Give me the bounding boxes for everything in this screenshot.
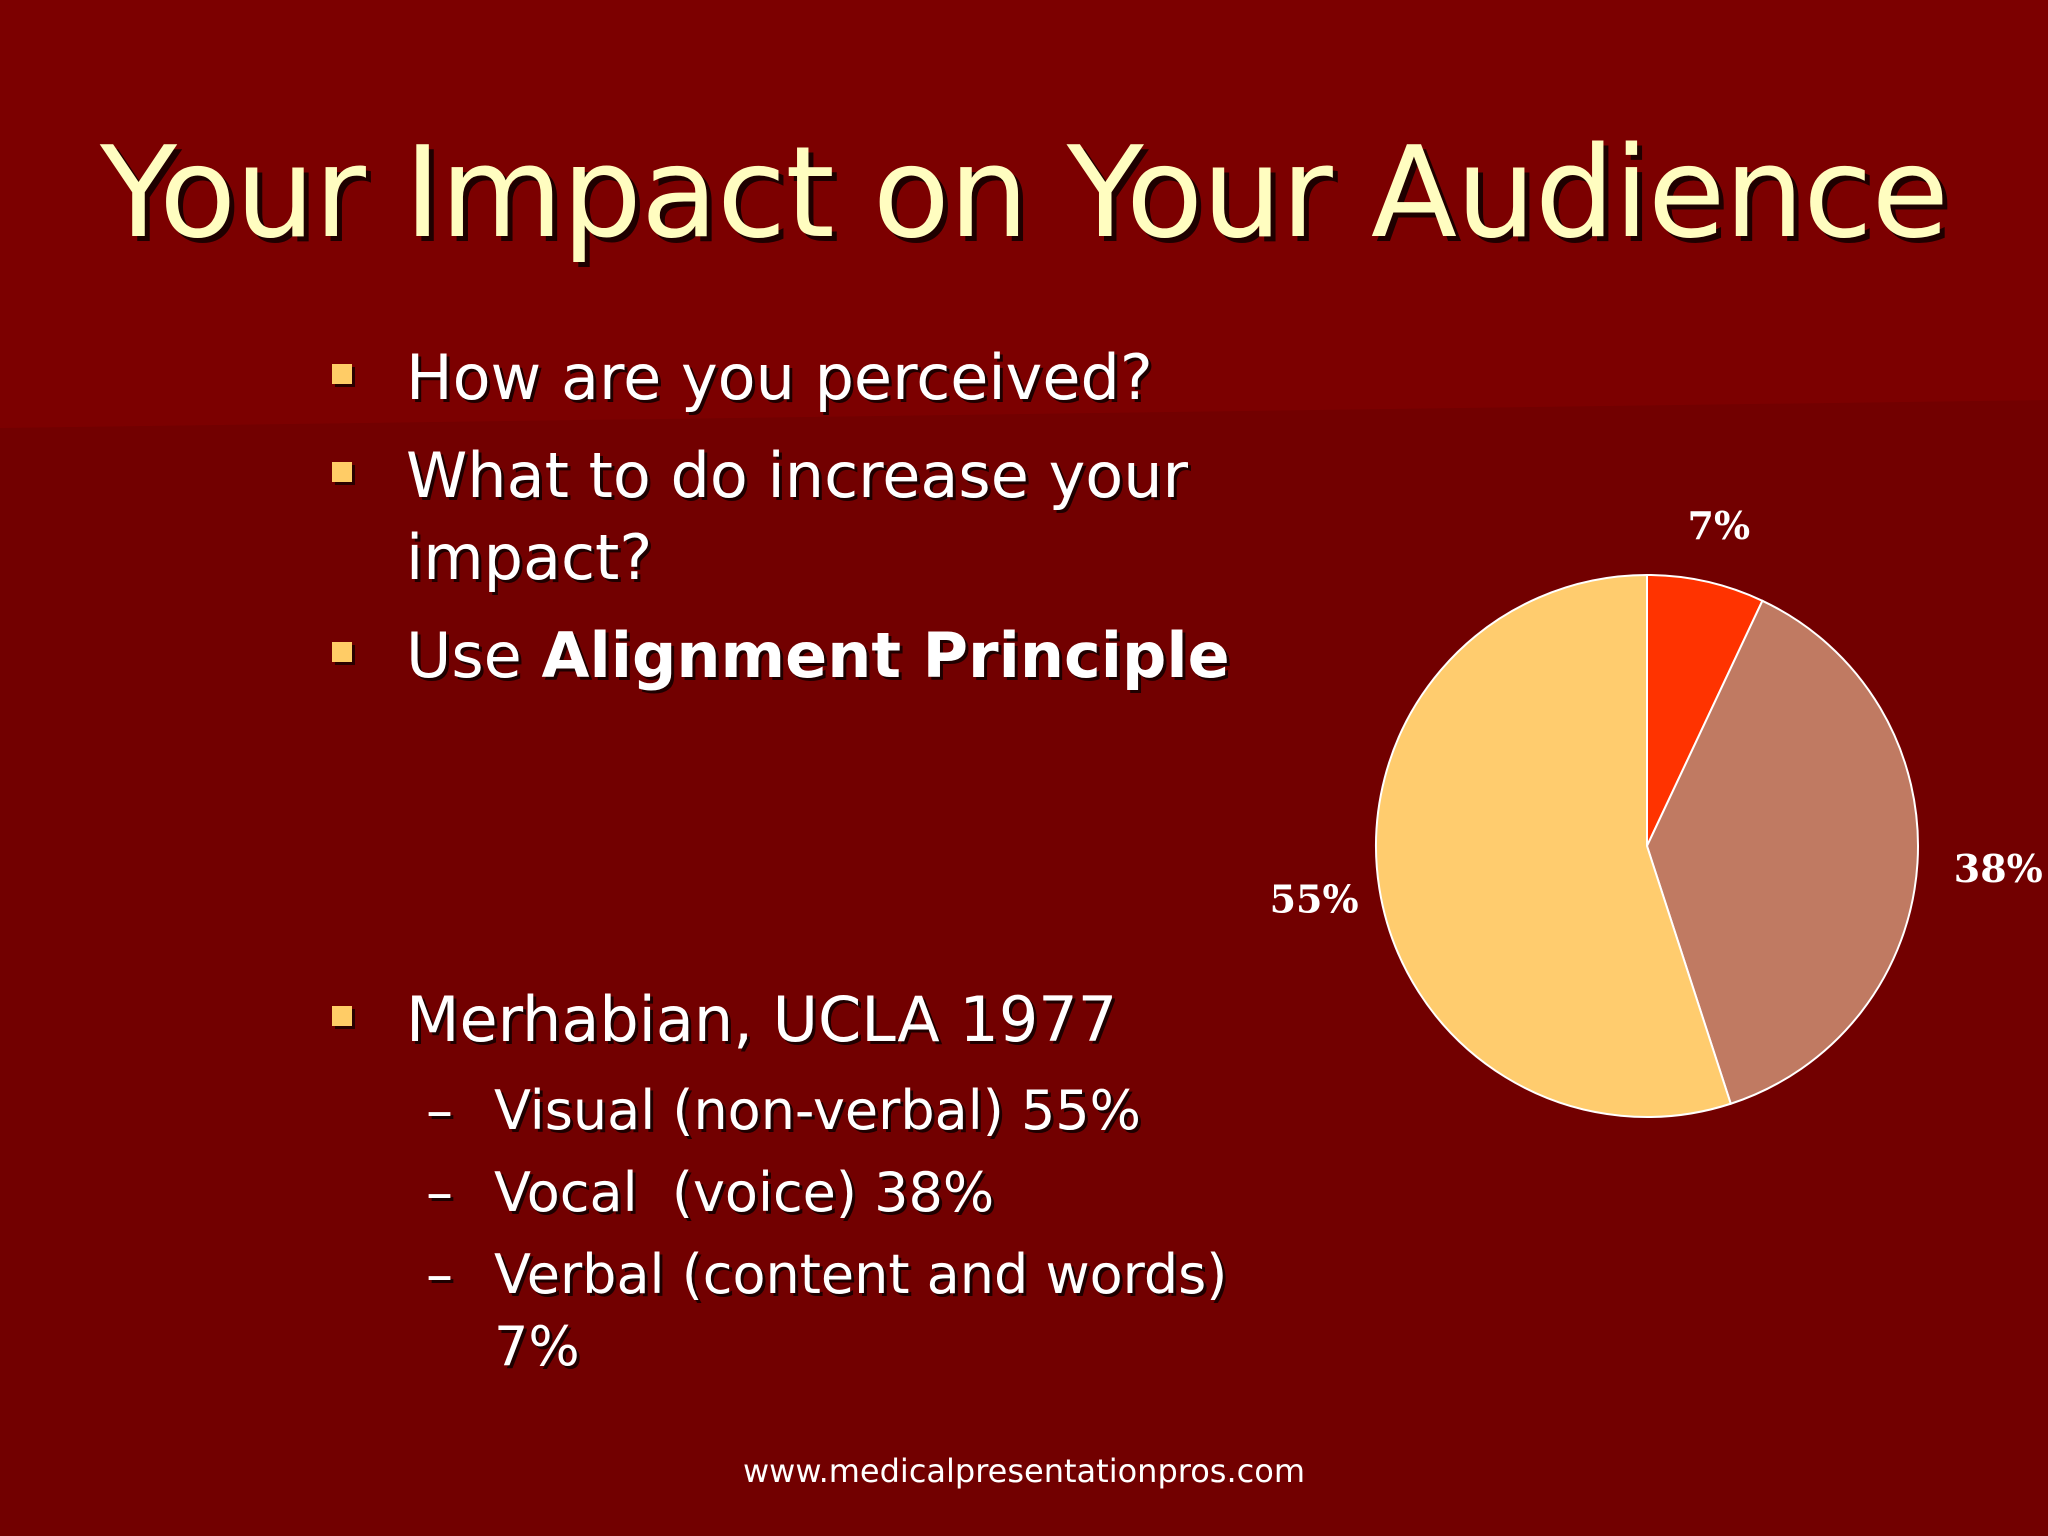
slide-title: Your Impact on Your Audience (99, 119, 1949, 266)
pie-label-7: 7% (1688, 503, 1751, 548)
pie-slice-55 (1375, 573, 1733, 1118)
bullet-alignment-prefix: Use (406, 619, 542, 692)
sub-bullet-verbal-line1: Verbal (content and words) (494, 1243, 1228, 1306)
bullet-marker-icon (332, 462, 352, 482)
bullet-alignment-bold: Alignment Principle (541, 619, 1230, 692)
sub-bullet-dash: – (426, 1079, 453, 1142)
bullet-increase-impact-line1: What to do increase your (406, 439, 1188, 512)
sub-bullet-dash: – (426, 1243, 453, 1306)
pie-slice-7 (1646, 573, 1764, 847)
pie-label-55: 55% (1270, 877, 1359, 922)
bullet-marker-icon (332, 364, 352, 384)
pie-slice-38 (1645, 599, 1919, 1106)
sub-bullet-vocal: Vocal (voice) 38% (494, 1161, 995, 1224)
bullet-merhabian: Merhabian, UCLA 1977 (406, 983, 1118, 1056)
sub-bullet-verbal-line2: 7% (494, 1315, 580, 1378)
bullet-how-perceived: How are you perceived? (406, 341, 1153, 414)
bullet-increase-impact-line2: impact? (406, 521, 653, 594)
bullet-alignment-principle: Use Alignment Principle (406, 616, 1230, 696)
sub-bullet-dash: – (426, 1161, 453, 1224)
footer-url: www.medicalpresentationpros.com (743, 1452, 1305, 1490)
pie-chart: 7% 38% 55% (1270, 503, 2043, 1118)
bullet-marker-icon (332, 1006, 352, 1026)
sub-bullet-visual: Visual (non-verbal) 55% (494, 1079, 1141, 1142)
pie-label-38: 38% (1954, 846, 2043, 891)
bullet-marker-icon (332, 642, 352, 662)
